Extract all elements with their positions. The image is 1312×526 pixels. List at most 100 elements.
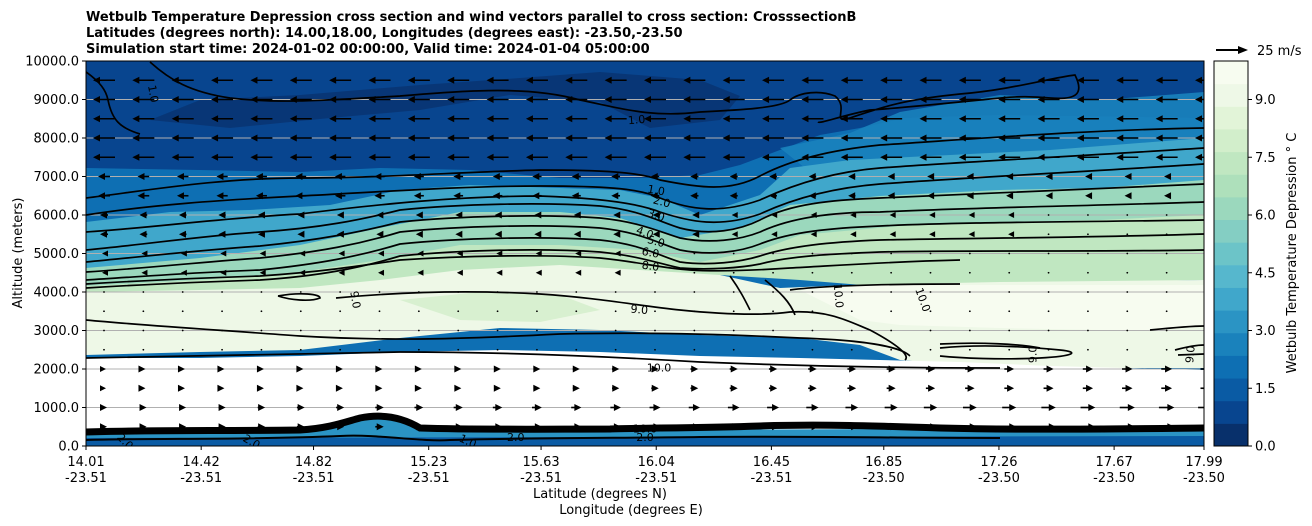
wind-vector <box>811 329 814 332</box>
wind-vector <box>688 423 700 431</box>
wind-vector <box>486 96 509 103</box>
colorbar-band <box>1214 128 1248 153</box>
wind-vector <box>963 404 977 411</box>
wind-vector <box>968 231 975 238</box>
contour-label: 9.0 <box>1183 345 1197 364</box>
wind-vector <box>296 365 304 373</box>
wind-vector <box>492 173 503 180</box>
x-tick-label-lat: 15.23 <box>410 455 447 470</box>
wind-vector <box>297 211 305 219</box>
wind-vector <box>486 134 509 142</box>
colorbar-band <box>1214 151 1248 175</box>
wind-vector <box>965 365 975 373</box>
wind-vector <box>534 211 542 219</box>
wind-vector <box>335 365 343 373</box>
wind-vector <box>731 212 738 218</box>
wind-vector <box>255 173 267 180</box>
wind-vector <box>181 291 184 293</box>
x-axis-ticks: 14.01-23.5114.42-23.5114.82-23.5115.23-2… <box>65 446 1225 486</box>
x-tick-label-lat: 16.85 <box>865 455 902 470</box>
wind-vector <box>376 211 384 219</box>
y-tick-label: 10000.0 <box>25 55 79 70</box>
colorbar-band <box>1214 287 1248 311</box>
wind-vector <box>181 348 184 351</box>
wind-vector <box>968 348 971 351</box>
wind-vector <box>93 134 115 142</box>
wind-vector <box>259 269 266 276</box>
wind-vector <box>455 211 463 219</box>
wind-vector <box>407 153 430 161</box>
wind-vector <box>453 404 463 411</box>
wind-vector <box>1124 173 1132 180</box>
wind-vector <box>890 252 893 255</box>
wind-vector <box>139 423 147 431</box>
y-tick-label: 6000.0 <box>34 209 80 224</box>
wind-vector <box>211 153 234 161</box>
wind-vector <box>456 250 463 257</box>
wind-vector <box>690 192 699 200</box>
wind-vector <box>886 365 896 373</box>
wind-vector <box>296 423 305 431</box>
wind-vector <box>772 291 774 293</box>
wind-vector <box>850 252 853 255</box>
wind-vector <box>850 212 857 218</box>
wind-vector <box>958 115 981 123</box>
wind-vector <box>407 115 430 123</box>
wind-vector <box>772 310 774 313</box>
wind-vector <box>289 76 312 84</box>
wind-vector <box>453 173 464 180</box>
wind-vector <box>180 269 187 276</box>
plot-area: 1.01.01.02.03.04.05.06.08.09.0 10.0 10.09.… <box>85 60 1207 447</box>
wind-vector <box>925 384 936 392</box>
wind-vector <box>614 250 621 257</box>
wind-vector <box>1126 271 1129 274</box>
wind-vector <box>179 423 187 431</box>
wind-vector <box>250 76 273 84</box>
wind-vector <box>1122 384 1133 392</box>
wind-vector <box>535 250 542 257</box>
wind-vector <box>732 310 735 313</box>
wind-vector <box>447 134 470 142</box>
wind-vector <box>132 115 155 123</box>
wind-vector <box>335 384 343 392</box>
wind-vector <box>604 134 627 142</box>
wind-vector <box>644 115 666 123</box>
wind-vector <box>1116 115 1139 123</box>
wind-vector <box>336 211 344 219</box>
x-tick-label-lat: 17.26 <box>980 455 1017 470</box>
wind-vector <box>729 384 738 392</box>
x-tick-label-lat: 14.82 <box>295 455 332 470</box>
wind-vector <box>142 329 145 332</box>
wind-vector <box>536 329 538 332</box>
wind-vector <box>575 329 578 332</box>
wind-vector <box>299 310 302 313</box>
wind-vector <box>880 134 903 142</box>
wind-vector <box>532 173 542 180</box>
wind-vector <box>1047 271 1050 274</box>
wind-vector <box>811 252 814 255</box>
wind-vector <box>417 348 420 351</box>
wind-vector <box>762 153 785 161</box>
wind-vector <box>414 423 424 431</box>
wind-vector <box>102 269 108 276</box>
colorbar: 0.0 1.5 3.0 4.5 6.0 7.5 9.0 Wetbulb Temperatur… <box>1213 60 1300 455</box>
wind-vector <box>1205 253 1207 255</box>
wind-vector <box>1047 310 1050 313</box>
wind-vector <box>772 348 774 351</box>
wind-vector <box>890 310 893 313</box>
wind-vector <box>536 291 538 293</box>
wind-vector <box>375 384 383 392</box>
wind-vector <box>1047 214 1050 216</box>
contour-7 <box>86 233 1204 281</box>
wind-vector <box>329 76 352 84</box>
wind-vector <box>339 310 342 313</box>
y-tick-label: 3000.0 <box>34 324 80 339</box>
wind-vector <box>690 173 699 180</box>
wind-vector <box>1008 348 1011 351</box>
contour-label: 1.0 <box>145 84 161 103</box>
wind-vector <box>299 250 306 257</box>
wind-vector <box>968 212 975 218</box>
wind-vector <box>100 385 106 392</box>
wind-vector <box>368 134 391 142</box>
quiver-key: 25 m/s <box>1216 44 1302 59</box>
